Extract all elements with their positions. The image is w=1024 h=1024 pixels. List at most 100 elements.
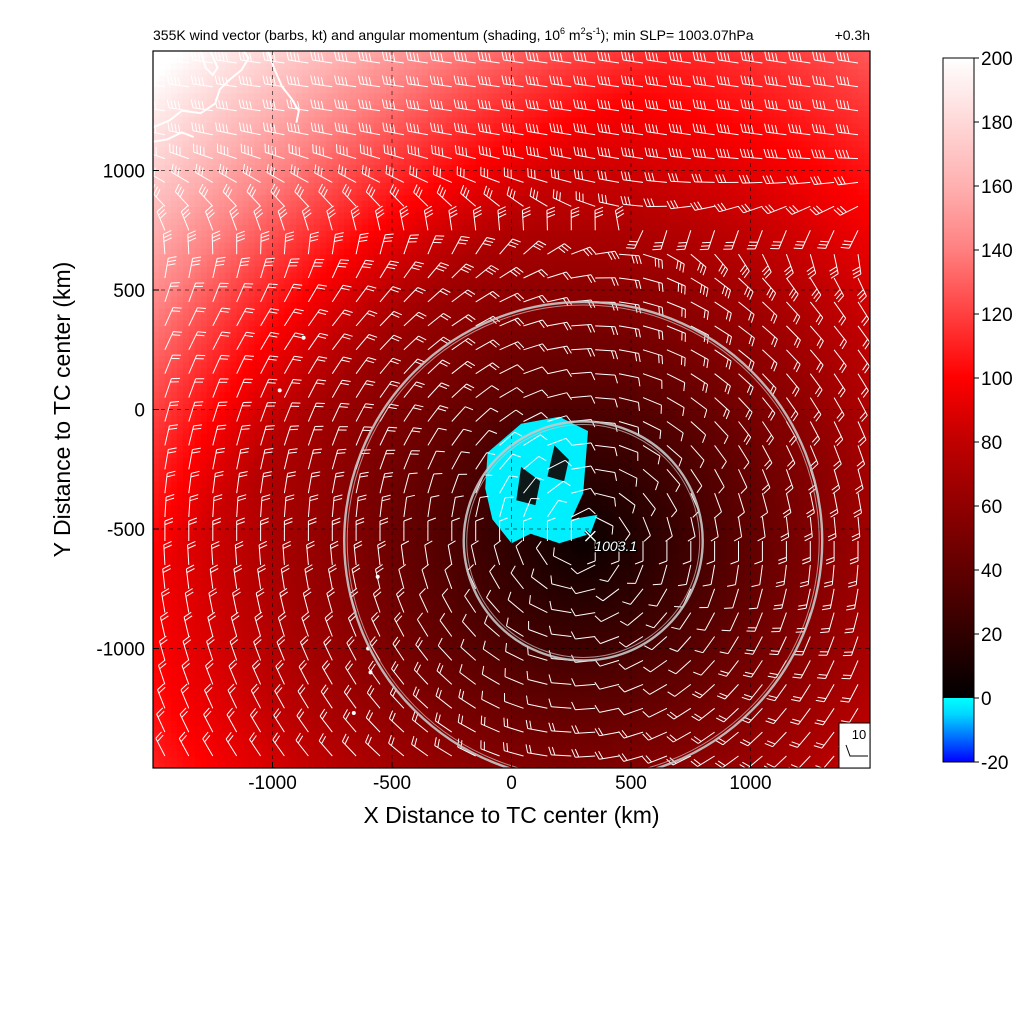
heatmap-cell — [314, 68, 321, 76]
heatmap-cell — [206, 630, 214, 638]
heatmap-cell — [200, 170, 208, 178]
heatmap-cell — [176, 421, 184, 429]
heatmap-cell — [284, 236, 292, 243]
heatmap-cell — [266, 248, 274, 255]
heatmap-cell — [200, 140, 208, 148]
heatmap-cell — [224, 702, 232, 709]
heatmap-cell — [302, 529, 309, 536]
heatmap-cell — [200, 558, 208, 566]
heatmap-cell — [242, 176, 250, 184]
heatmap-cell — [153, 552, 160, 560]
heatmap-cell — [182, 511, 190, 518]
heatmap-cell — [386, 588, 393, 596]
heatmap-cell — [308, 385, 315, 393]
heatmap-cell — [362, 134, 369, 142]
heatmap-cell — [153, 738, 160, 745]
heatmap-cell — [380, 511, 387, 518]
heatmap-cell — [296, 529, 303, 536]
heatmap-cell — [182, 92, 190, 100]
heatmap-cell — [338, 319, 345, 327]
heatmap-cell — [170, 696, 178, 703]
heatmap-cell — [320, 427, 327, 434]
heatmap-cell — [254, 738, 262, 745]
heatmap-cell — [260, 92, 268, 100]
heatmap-cell — [308, 284, 315, 291]
heatmap-cell — [326, 92, 333, 100]
heatmap-cell — [170, 212, 178, 219]
heatmap-cell — [392, 660, 399, 668]
heatmap-cell — [153, 301, 160, 309]
heatmap-cell — [194, 642, 202, 650]
heatmap-cell — [356, 756, 363, 763]
heatmap-cell — [362, 684, 369, 691]
heatmap-cell — [194, 469, 202, 476]
heatmap-cell — [206, 122, 214, 130]
heatmap-cell — [350, 272, 357, 279]
heatmap-cell — [164, 720, 172, 727]
heatmap-cell — [374, 427, 381, 434]
heatmap-cell — [380, 696, 387, 703]
heatmap-cell — [254, 272, 262, 279]
heatmap-cell — [284, 224, 292, 231]
heatmap-cell — [266, 696, 274, 703]
heatmap-cell — [302, 290, 309, 297]
heatmap-cell — [266, 762, 274, 768]
heatmap-cell — [362, 576, 369, 584]
heatmap-cell — [284, 272, 292, 279]
heatmap-cell — [326, 714, 333, 721]
heatmap-cell — [153, 445, 160, 452]
heatmap-cell — [218, 200, 226, 207]
heatmap-cell — [314, 182, 321, 190]
heatmap-cell — [206, 391, 214, 399]
heatmap-cell — [170, 403, 178, 411]
heatmap-cell — [200, 319, 208, 327]
heatmap-cell — [212, 176, 220, 184]
heatmap-cell — [200, 582, 208, 590]
heatmap-cell — [302, 756, 309, 763]
heatmap-cell — [284, 552, 292, 560]
heatmap-cell — [392, 242, 399, 249]
heatmap-cell — [254, 278, 262, 285]
heatmap-cell — [218, 493, 226, 500]
heatmap-cell — [260, 164, 268, 172]
heatmap-cell — [260, 86, 268, 94]
heatmap-cell — [188, 600, 196, 608]
heatmap-cell — [182, 146, 190, 154]
heatmap-cell — [242, 319, 250, 327]
heatmap-cell — [314, 176, 321, 184]
heatmap-cell — [194, 325, 202, 333]
heatmap-cell — [272, 224, 280, 231]
heatmap-cell — [212, 463, 220, 470]
heatmap-cell — [314, 714, 321, 721]
heatmap-cell — [308, 481, 315, 488]
heatmap-cell — [397, 672, 405, 679]
heatmap-cell — [153, 457, 160, 464]
heatmap-cell — [302, 278, 309, 285]
heatmap-cell — [236, 564, 244, 572]
heatmap-cell — [194, 421, 202, 429]
heatmap-cell — [272, 254, 280, 261]
heatmap-cell — [290, 451, 297, 458]
heatmap-cell — [338, 475, 345, 482]
heatmap-cell — [314, 666, 321, 673]
heatmap-cell — [308, 666, 315, 673]
heatmap-cell — [224, 523, 232, 530]
heatmap-cell — [176, 290, 184, 297]
heatmap-cell — [182, 152, 190, 160]
heatmap-cell — [368, 218, 375, 225]
heatmap-cell — [224, 540, 232, 548]
heatmap-cell — [326, 134, 333, 142]
heatmap-cell — [362, 660, 369, 668]
heatmap-cell — [278, 744, 286, 751]
heatmap-cell — [176, 588, 184, 596]
heatmap-cell — [314, 487, 321, 494]
heatmap-cell — [278, 206, 286, 213]
heatmap-cell — [266, 726, 274, 733]
heatmap-cell — [158, 391, 166, 399]
heatmap-cell — [266, 146, 274, 154]
heatmap-cell — [248, 110, 256, 118]
heatmap-cell — [278, 361, 286, 369]
heatmap-cell — [153, 355, 160, 363]
heatmap-cell — [212, 642, 220, 650]
heatmap-cell — [320, 355, 327, 363]
